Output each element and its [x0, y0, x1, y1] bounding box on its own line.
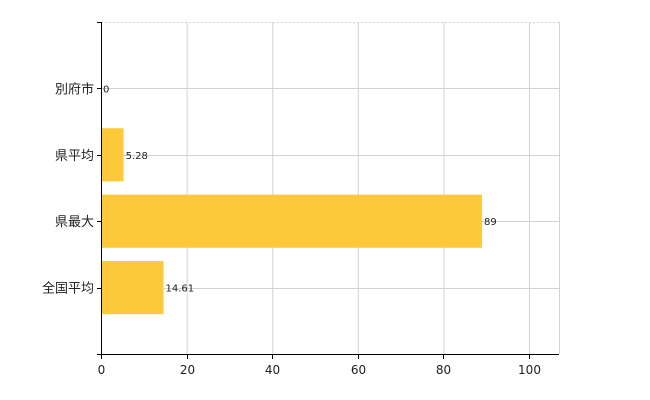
data-label: 89: [484, 217, 497, 228]
x-tick-label: 0: [98, 363, 106, 377]
category-label: 全国平均: [42, 281, 94, 297]
data-label: 14.61: [166, 284, 195, 295]
x-tick-label: 80: [436, 363, 451, 377]
category-label: 県最大: [55, 215, 94, 230]
bar: [101, 194, 482, 248]
category-label: 県平均: [55, 149, 94, 164]
bar: [101, 261, 164, 315]
bar-series: [101, 128, 482, 315]
x-tick-label: 40: [265, 363, 280, 377]
x-tick-label: 60: [351, 363, 366, 377]
axes: [97, 22, 559, 359]
grid-lines: [101, 22, 560, 354]
x-tick-label: 100: [518, 363, 541, 377]
data-label: 0: [103, 84, 109, 95]
x-tick-label: 20: [180, 363, 195, 377]
category-label: 別府市: [55, 81, 94, 97]
bar: [101, 128, 124, 182]
data-label: 5.28: [126, 151, 148, 162]
